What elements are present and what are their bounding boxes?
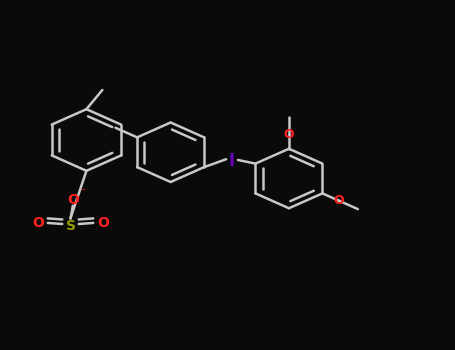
Text: O: O	[97, 216, 109, 230]
Text: O: O	[283, 127, 294, 141]
Text: O: O	[32, 216, 44, 230]
Text: S: S	[66, 219, 76, 233]
Text: O: O	[67, 193, 79, 206]
Text: O: O	[334, 194, 344, 207]
Text: I: I	[229, 152, 235, 170]
Text: ⁻: ⁻	[80, 187, 86, 200]
